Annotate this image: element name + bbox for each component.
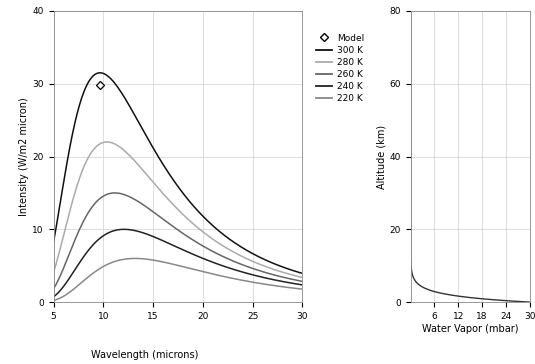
Y-axis label: Intensity (W/m2 micron): Intensity (W/m2 micron) [19, 97, 29, 216]
Legend: Model, 300 K, 280 K, 260 K, 240 K, 220 K: Model, 300 K, 280 K, 260 K, 240 K, 220 K [312, 30, 368, 107]
Y-axis label: Altitude (km): Altitude (km) [377, 124, 387, 189]
Text: Wavelength (microns): Wavelength (microns) [91, 351, 198, 360]
X-axis label: Water Vapor (mbar): Water Vapor (mbar) [422, 324, 518, 334]
